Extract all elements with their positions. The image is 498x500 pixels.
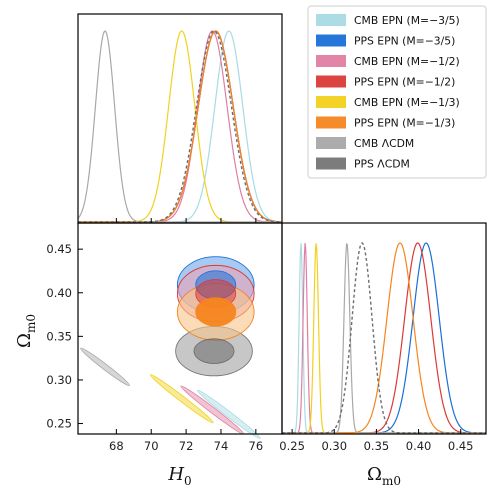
joint-contours	[80, 256, 261, 439]
x-axis-label-om: Ωm0	[367, 464, 401, 488]
panel-h0-om-joint: 68 70 72 74 76 0.25 0.30 0.35 0.40 0.45	[46, 218, 283, 453]
joint-contour-cmb-epn-m-3-5	[196, 389, 261, 439]
om-x-tick-label: 0.35	[364, 439, 390, 453]
legend-swatch	[316, 96, 346, 108]
om-x-tick-label: 0.30	[321, 439, 347, 453]
legend-swatch	[316, 55, 346, 67]
joint-contour-cmb-epn-m-1-3	[149, 374, 214, 424]
joint-contour-cmb-epn-m-1-2	[180, 385, 245, 435]
legend-item-pps-epn-m-1-2: PPS EPN (M=−1/2)	[316, 75, 455, 89]
legend-item-cmb-cdm: CMB ΛCDM	[316, 137, 414, 150]
om-curve-cmb-epn-m-1-2	[282, 243, 486, 434]
legend-item-cmb-epn-m-3-5: CMB EPN (M=−3/5)	[316, 14, 460, 27]
legend-label: CMB EPN (M=−1/3)	[354, 96, 460, 109]
om-curve-pps-epn-m-1-3	[282, 242, 486, 434]
om-tick-label: 0.45	[46, 242, 72, 256]
om-tick-label: 0.30	[46, 373, 72, 387]
legend-label: PPS EPN (M=−1/3)	[354, 117, 455, 130]
x-axis-label-h0: H0	[167, 464, 191, 488]
h0-ticks: 68 70 72 74 76	[109, 218, 263, 453]
joint-contour-inner-pps-cdm	[193, 338, 235, 364]
legend-label: CMB ΛCDM	[354, 137, 414, 150]
om-curve-pps-epn-m-1-2	[282, 242, 486, 434]
h0-tick-label: 72	[179, 439, 194, 453]
legend-label: PPS EPN (M=−3/5)	[354, 35, 455, 48]
legend-swatch	[316, 34, 346, 47]
legend-swatch	[316, 75, 346, 88]
legend-label: CMB EPN (M=−3/5)	[354, 14, 460, 27]
legend-item-cmb-epn-m-1-2: CMB EPN (M=−1/2)	[316, 55, 460, 68]
legend-item-pps-epn-m-3-5: PPS EPN (M=−3/5)	[316, 34, 455, 48]
joint-contour-cmb-cdm	[80, 347, 130, 387]
h0-curve-cmb-cdm	[77, 30, 282, 223]
om-x-tick-label: 0.25	[279, 439, 305, 453]
legend-item-pps-cdm: PPS ΛCDM	[316, 157, 410, 171]
panel-om-posterior: 0.25 0.30 0.35 0.40 0.45	[279, 222, 487, 453]
h0-posterior-curves	[77, 30, 283, 223]
legend-label: CMB EPN (M=−1/2)	[354, 55, 460, 68]
legend: CMB EPN (M=−3/5) PPS EPN (M=−3/5) CMB EPN …	[307, 5, 487, 179]
legend-swatch	[316, 14, 346, 26]
joint-frame	[77, 222, 283, 435]
legend-swatch	[316, 137, 346, 149]
h0-tick-label: 70	[144, 439, 159, 453]
om-tick-label: 0.35	[46, 329, 72, 343]
panel-h0-posterior	[77, 13, 283, 224]
om-ticks: 0.25 0.30 0.35 0.40 0.45	[46, 242, 83, 431]
om-curve-pps-epn-m-3-5	[282, 242, 486, 434]
legend-swatch	[316, 116, 346, 129]
om-curve-cmb-epn-m-1-3	[282, 243, 486, 434]
om-tick-label: 0.25	[46, 417, 72, 431]
legend-frame	[307, 5, 487, 179]
h0-tick-label: 68	[109, 439, 124, 453]
om-x-tick-label: 0.45	[448, 439, 474, 453]
y-axis-label-om: Ωm0	[14, 314, 38, 348]
legend-swatch	[316, 157, 346, 170]
om-x-ticks: 0.25 0.30 0.35 0.40 0.45	[279, 429, 474, 453]
legend-item-pps-epn-m-1-3: PPS EPN (M=−1/3)	[316, 116, 455, 130]
joint-contour-inner-pps-epn-m-1-3	[195, 297, 237, 327]
om-x-tick-label: 0.40	[406, 439, 432, 453]
om-tick-label: 0.40	[46, 286, 72, 300]
legend-item-cmb-epn-m-1-3: CMB EPN (M=−1/3)	[316, 96, 460, 109]
om-curve-cmb-epn-m-3-5	[282, 243, 486, 434]
om-curve-pps-cdm	[282, 242, 486, 434]
legend-label: PPS EPN (M=−1/2)	[354, 76, 455, 89]
h0-tick-label: 74	[214, 439, 229, 453]
h0-curve-pps-cdm	[78, 30, 283, 223]
om-posterior-frame	[281, 222, 487, 435]
legend-label: PPS ΛCDM	[354, 158, 410, 171]
h0-tick-label: 76	[249, 439, 264, 453]
om-posterior-curves	[282, 242, 486, 434]
